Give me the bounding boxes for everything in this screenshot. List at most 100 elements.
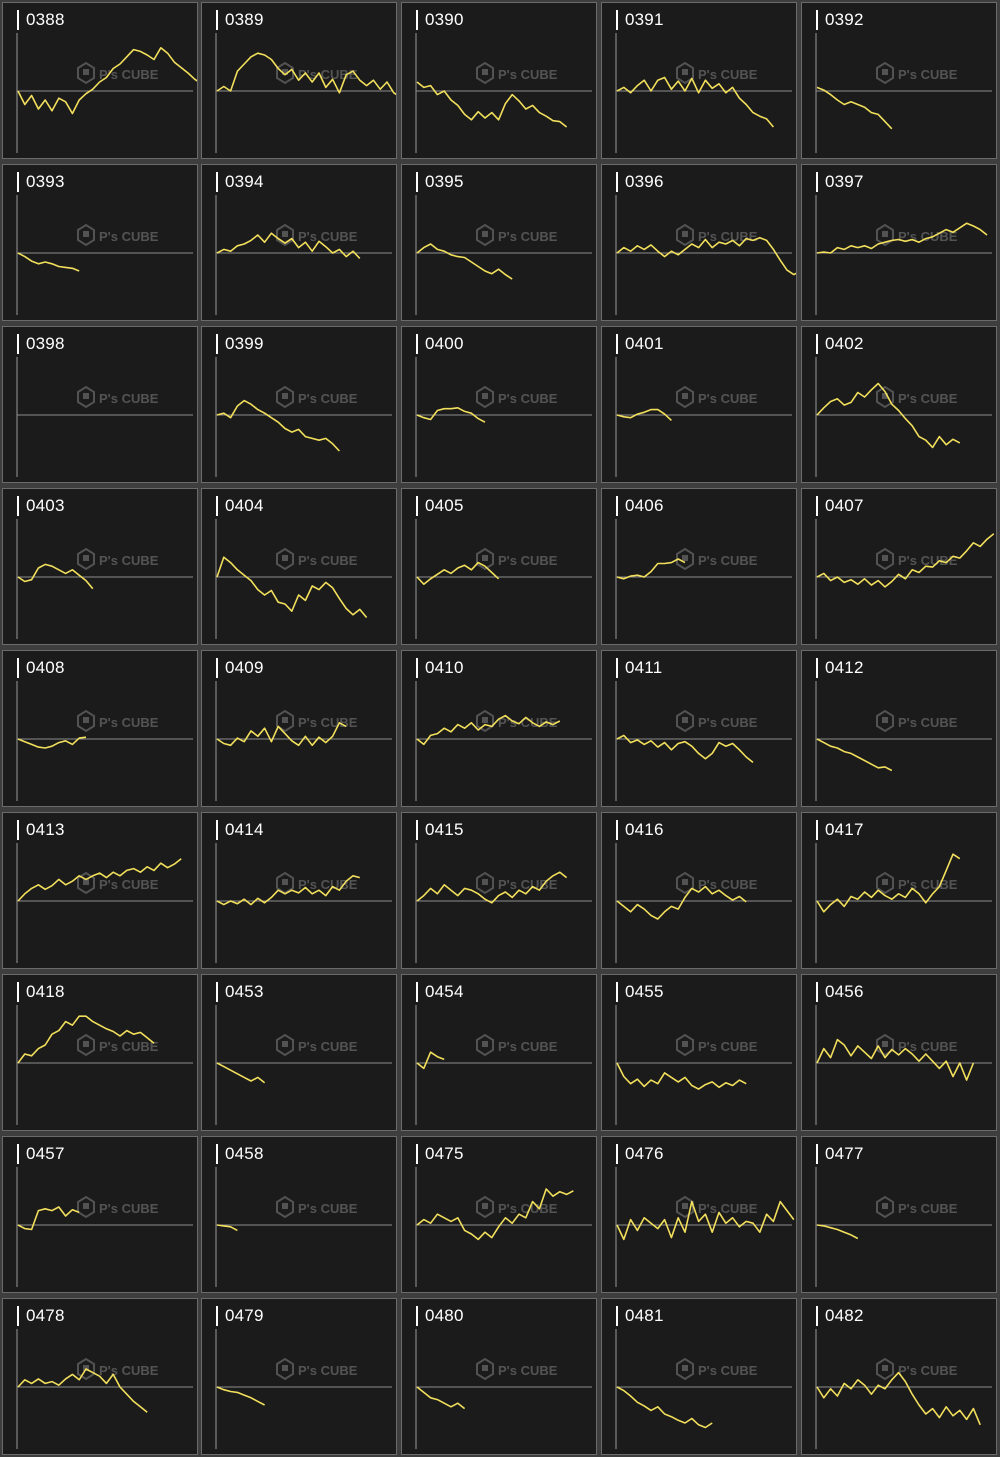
chart-cell-0409: P's CUBE 0409 bbox=[201, 650, 397, 807]
chart-cell-0398: P's CUBE 0398 bbox=[2, 326, 198, 483]
chart-cell-0417: P's CUBE 0417 bbox=[801, 812, 997, 969]
series-line bbox=[816, 1224, 859, 1240]
chart-title: 0415 bbox=[416, 820, 464, 840]
chart-plot: P's CUBE bbox=[815, 33, 992, 153]
series-line bbox=[416, 714, 561, 746]
chart-plot: P's CUBE bbox=[215, 519, 392, 639]
series-line bbox=[416, 243, 513, 280]
series-line bbox=[616, 1062, 747, 1090]
cube-logo-icon: P's CUBE bbox=[476, 871, 558, 895]
svg-text:P's CUBE: P's CUBE bbox=[298, 67, 358, 82]
chart-plot: P's CUBE bbox=[615, 33, 792, 153]
chart-title: 0399 bbox=[216, 334, 264, 354]
series-line bbox=[17, 736, 87, 749]
series-line bbox=[17, 1206, 80, 1231]
chart-cell-0410: P's CUBE 0410 bbox=[401, 650, 597, 807]
chart-cell-0455: P's CUBE 0455 bbox=[601, 974, 797, 1131]
chart-plot: P's CUBE bbox=[615, 195, 796, 315]
chart-plot: P's CUBE bbox=[16, 357, 193, 477]
chart-cell-0392: P's CUBE 0392 bbox=[801, 2, 997, 159]
chart-title: 0405 bbox=[416, 496, 464, 516]
chart-title: 0481 bbox=[616, 1306, 664, 1326]
svg-text:P's CUBE: P's CUBE bbox=[99, 1201, 159, 1216]
svg-text:P's CUBE: P's CUBE bbox=[298, 229, 358, 244]
chart-cell-0397: P's CUBE 0397 bbox=[801, 164, 997, 321]
series-line bbox=[616, 1200, 795, 1241]
chart-plot: P's CUBE bbox=[415, 681, 592, 801]
chart-plot: P's CUBE bbox=[615, 1329, 792, 1449]
chart-plot: P's CUBE bbox=[215, 33, 396, 153]
svg-text:P's CUBE: P's CUBE bbox=[498, 1039, 558, 1054]
chart-title: 0475 bbox=[416, 1144, 464, 1164]
chart-plot: P's CUBE bbox=[215, 195, 392, 315]
chart-title: 0407 bbox=[816, 496, 864, 516]
cube-logo-icon: P's CUBE bbox=[676, 1195, 758, 1219]
chart-plot: P's CUBE bbox=[16, 195, 193, 315]
svg-text:P's CUBE: P's CUBE bbox=[99, 715, 159, 730]
chart-plot: P's CUBE bbox=[615, 1005, 792, 1125]
chart-plot: P's CUBE bbox=[815, 1005, 992, 1125]
chart-cell-0411: P's CUBE 0411 bbox=[601, 650, 797, 807]
series-line bbox=[17, 46, 197, 115]
cube-logo-icon: P's CUBE bbox=[77, 61, 159, 85]
series-line bbox=[216, 722, 347, 747]
cube-logo-icon: P's CUBE bbox=[77, 385, 159, 409]
series-line bbox=[17, 1368, 148, 1413]
svg-text:P's CUBE: P's CUBE bbox=[498, 715, 558, 730]
chart-plot: P's CUBE bbox=[16, 681, 193, 801]
chart-plot: P's CUBE bbox=[615, 519, 792, 639]
cube-logo-icon: P's CUBE bbox=[77, 1033, 159, 1057]
svg-text:P's CUBE: P's CUBE bbox=[298, 715, 358, 730]
series-line bbox=[216, 399, 340, 452]
chart-cell-0396: P's CUBE 0396 bbox=[601, 164, 797, 321]
series-line bbox=[416, 1386, 466, 1410]
cube-logo-icon: P's CUBE bbox=[476, 61, 558, 85]
svg-text:P's CUBE: P's CUBE bbox=[298, 1363, 358, 1378]
chart-cell-0457: P's CUBE 0457 bbox=[2, 1136, 198, 1293]
series-line bbox=[216, 232, 361, 259]
cube-logo-icon: P's CUBE bbox=[876, 547, 958, 571]
series-line bbox=[616, 734, 754, 764]
cube-logo-icon: P's CUBE bbox=[876, 1195, 958, 1219]
chart-title: 0409 bbox=[216, 658, 264, 678]
chart-title: 0392 bbox=[816, 10, 864, 30]
svg-text:P's CUBE: P's CUBE bbox=[498, 1201, 558, 1216]
svg-text:P's CUBE: P's CUBE bbox=[698, 229, 758, 244]
cube-logo-icon: P's CUBE bbox=[476, 709, 558, 733]
cube-logo-icon: P's CUBE bbox=[676, 385, 758, 409]
chart-title: 0476 bbox=[616, 1144, 664, 1164]
series-line bbox=[416, 871, 568, 904]
series-line bbox=[616, 76, 775, 128]
svg-text:P's CUBE: P's CUBE bbox=[99, 553, 159, 568]
chart-cell-0412: P's CUBE 0412 bbox=[801, 650, 997, 807]
svg-text:P's CUBE: P's CUBE bbox=[698, 1363, 758, 1378]
svg-text:P's CUBE: P's CUBE bbox=[698, 715, 758, 730]
cube-logo-icon: P's CUBE bbox=[476, 385, 558, 409]
chart-cell-0482: P's CUBE 0482 bbox=[801, 1298, 997, 1455]
chart-cell-0394: P's CUBE 0394 bbox=[201, 164, 397, 321]
svg-text:P's CUBE: P's CUBE bbox=[898, 715, 958, 730]
chart-title: 0404 bbox=[216, 496, 264, 516]
svg-text:P's CUBE: P's CUBE bbox=[498, 229, 558, 244]
svg-text:P's CUBE: P's CUBE bbox=[898, 67, 958, 82]
svg-text:P's CUBE: P's CUBE bbox=[99, 391, 159, 406]
series-line bbox=[616, 885, 747, 920]
chart-plot: P's CUBE bbox=[615, 357, 792, 477]
chart-plot: P's CUBE bbox=[215, 843, 392, 963]
series-line bbox=[416, 1051, 445, 1070]
chart-title: 0418 bbox=[17, 982, 65, 1002]
chart-cell-0479: P's CUBE 0479 bbox=[201, 1298, 397, 1455]
svg-text:P's CUBE: P's CUBE bbox=[498, 877, 558, 892]
chart-plot: P's CUBE bbox=[16, 1329, 193, 1449]
chart-title: 0398 bbox=[17, 334, 65, 354]
chart-title: 0400 bbox=[416, 334, 464, 354]
chart-plot: P's CUBE bbox=[415, 357, 592, 477]
series-line bbox=[816, 853, 961, 913]
chart-cell-0475: P's CUBE 0475 bbox=[401, 1136, 597, 1293]
chart-plot: P's CUBE bbox=[16, 843, 193, 963]
svg-text:P's CUBE: P's CUBE bbox=[99, 67, 159, 82]
svg-text:P's CUBE: P's CUBE bbox=[498, 391, 558, 406]
cube-logo-icon: P's CUBE bbox=[77, 871, 159, 895]
chart-cell-0389: P's CUBE 0389 bbox=[201, 2, 397, 159]
